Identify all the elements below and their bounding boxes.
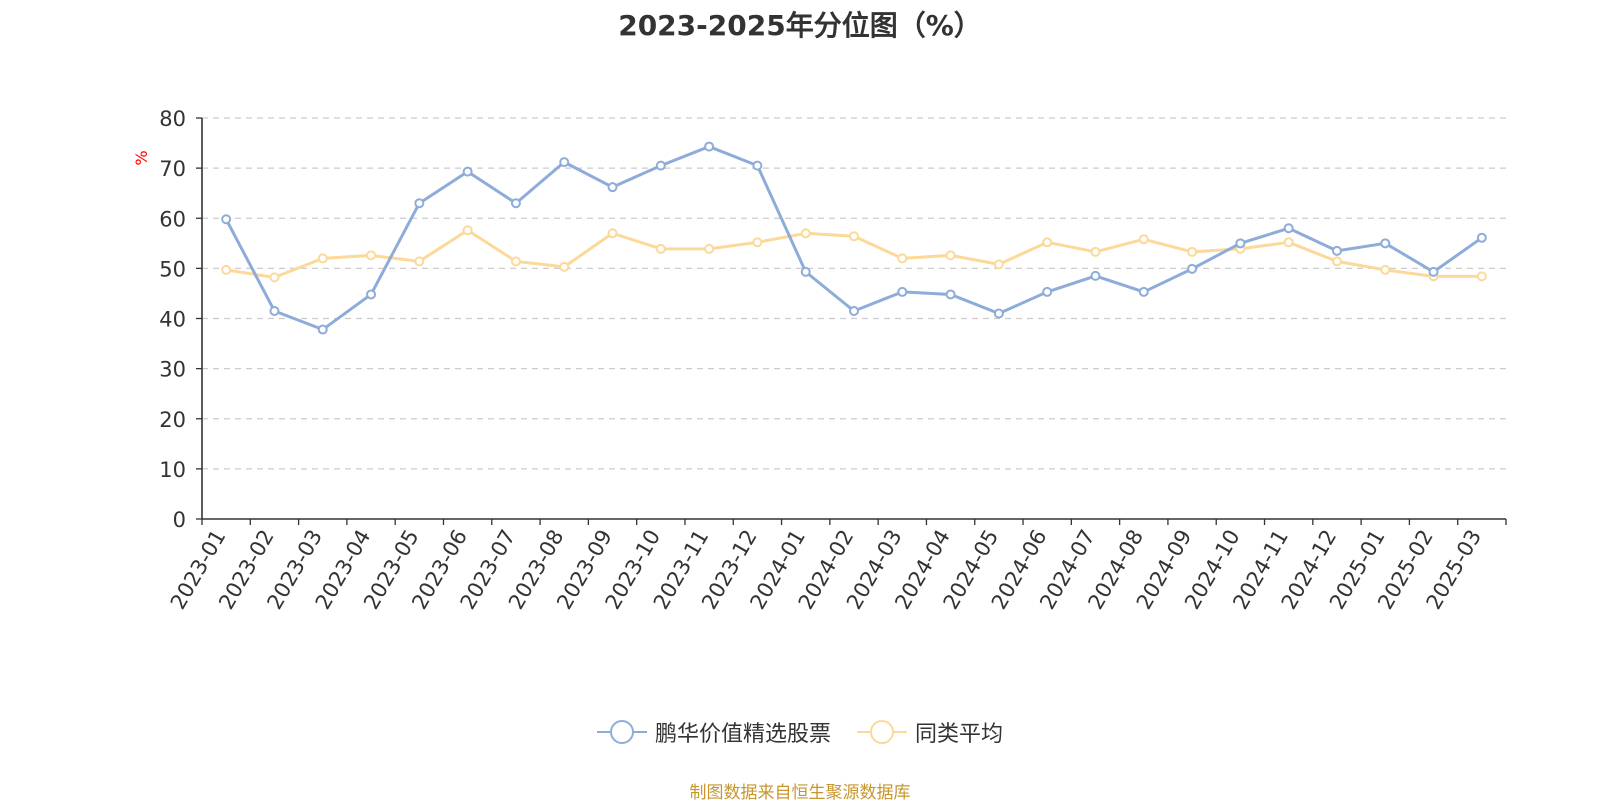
data-point-series-1[interactable] — [655, 160, 666, 171]
data-point-series-1[interactable] — [1283, 223, 1294, 234]
data-point-series-1[interactable] — [800, 266, 811, 277]
data-point-series-1[interactable] — [1138, 286, 1149, 297]
data-point-series-1[interactable] — [559, 157, 570, 168]
data-point-series-2[interactable] — [317, 253, 328, 264]
data-point-series-1[interactable] — [945, 289, 956, 300]
data-point-series-2[interactable] — [607, 228, 618, 239]
data-point-series-2[interactable] — [1476, 271, 1487, 282]
source-note: 制图数据来自恒生聚源数据库 — [689, 783, 911, 803]
data-point-series-1[interactable] — [1042, 286, 1053, 297]
data-point-series-2[interactable] — [800, 228, 811, 239]
data-point-series-2[interactable] — [704, 243, 715, 254]
data-point-series-2[interactable] — [221, 264, 232, 275]
data-point-series-1[interactable] — [462, 166, 473, 177]
y-tick-label: 20 — [159, 408, 186, 432]
data-point-series-1[interactable] — [269, 305, 280, 316]
y-tick-label: 40 — [159, 308, 186, 332]
data-point-series-2[interactable] — [993, 259, 1004, 270]
data-point-series-1[interactable] — [221, 214, 232, 225]
legend-label-series-1: 鹏华价值精选股票 — [654, 722, 831, 747]
y-axis-unit-label: % — [132, 150, 151, 165]
data-point-series-1[interactable] — [704, 141, 715, 152]
legend-marker-series-2 — [857, 719, 907, 745]
y-tick-label: 10 — [159, 458, 186, 482]
legend: 鹏华价值精选股票 同类平均 — [0, 716, 1600, 748]
data-point-series-1[interactable] — [317, 324, 328, 335]
data-point-series-2[interactable] — [1283, 237, 1294, 248]
y-tick-label: 80 — [159, 107, 186, 131]
data-point-series-2[interactable] — [269, 272, 280, 283]
data-point-series-1[interactable] — [752, 160, 763, 171]
data-point-series-2[interactable] — [510, 256, 521, 267]
data-point-series-2[interactable] — [1090, 246, 1101, 257]
data-point-series-1[interactable] — [607, 182, 618, 193]
data-point-series-1[interactable] — [1476, 232, 1487, 243]
data-point-series-2[interactable] — [1380, 264, 1391, 275]
data-point-series-2[interactable] — [559, 261, 570, 272]
legend-marker-series-1 — [596, 719, 647, 745]
data-point-series-1[interactable] — [1235, 238, 1246, 249]
y-tick-label: 30 — [159, 358, 186, 382]
legend-label-series-2: 同类平均 — [915, 722, 1004, 747]
data-point-series-1[interactable] — [1187, 263, 1198, 274]
data-point-series-2[interactable] — [897, 253, 908, 264]
data-point-series-2[interactable] — [752, 237, 763, 248]
legend-item-series-1[interactable]: 鹏华价值精选股票 — [596, 716, 831, 748]
gridlines — [202, 117, 1506, 470]
series — [221, 141, 1487, 335]
data-point-series-2[interactable] — [849, 231, 859, 242]
data-point-series-1[interactable] — [1331, 245, 1342, 256]
data-point-series-1[interactable] — [510, 198, 521, 209]
data-point-series-1[interactable] — [897, 286, 908, 297]
axes: 010203040506070802023-012023-022023-0320… — [159, 107, 1507, 613]
data-point-series-2[interactable] — [1138, 234, 1149, 245]
legend-item-series-2[interactable]: 同类平均 — [857, 716, 1003, 748]
data-point-series-2[interactable] — [945, 250, 956, 261]
data-point-series-1[interactable] — [849, 305, 859, 316]
data-point-series-1[interactable] — [1090, 270, 1101, 281]
y-tick-label: 70 — [159, 157, 186, 181]
data-point-series-1[interactable] — [414, 198, 425, 209]
y-tick-label: 50 — [159, 257, 186, 281]
data-point-series-1[interactable] — [1428, 266, 1439, 277]
data-point-series-2[interactable] — [1042, 237, 1053, 248]
y-tick-label: 60 — [159, 207, 186, 231]
chart-title: 2023-2025年分位图（%） — [618, 9, 982, 42]
data-point-series-2[interactable] — [1187, 246, 1198, 257]
data-point-series-2[interactable] — [414, 256, 425, 267]
data-point-series-1[interactable] — [993, 308, 1004, 319]
data-point-series-2[interactable] — [366, 250, 377, 261]
data-point-series-2[interactable] — [1331, 256, 1342, 267]
data-point-series-2[interactable] — [462, 225, 473, 236]
y-tick-label: 0 — [173, 508, 186, 532]
data-point-series-2[interactable] — [655, 243, 666, 254]
data-point-series-1[interactable] — [1380, 238, 1391, 249]
data-point-series-1[interactable] — [366, 289, 377, 300]
